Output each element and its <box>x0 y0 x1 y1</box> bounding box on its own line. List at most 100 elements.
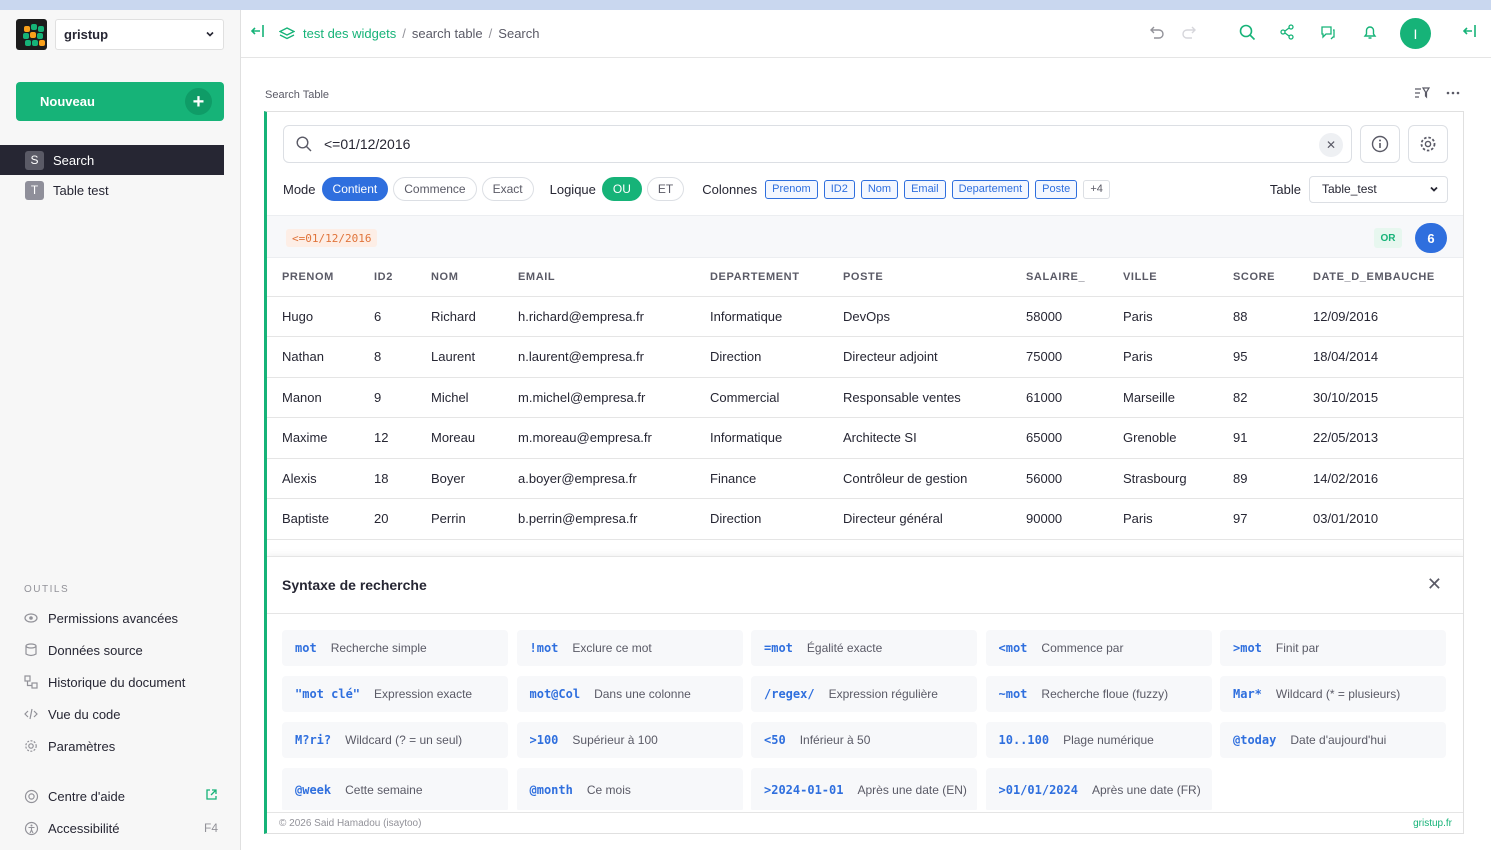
table-cell[interactable]: Perrin <box>431 498 518 540</box>
table-cell[interactable]: 20 <box>374 498 431 540</box>
syntax-item[interactable]: 10..100 Plage numérique <box>985 722 1212 758</box>
column-header[interactable]: ID2 <box>374 258 431 297</box>
accessibility-link[interactable]: Accessibilité F4 <box>22 820 218 836</box>
table-cell[interactable]: m.moreau@empresa.fr <box>518 417 710 459</box>
close-icon[interactable]: ✕ <box>1426 574 1442 594</box>
table-cell[interactable]: 56000 <box>1026 458 1123 499</box>
column-header[interactable]: DATE_D_EMBAUCHE <box>1313 258 1463 297</box>
table-cell[interactable]: a.boyer@empresa.fr <box>518 458 710 499</box>
column-header[interactable]: SCORE <box>1233 258 1313 297</box>
table-cell[interactable]: 14/02/2016 <box>1313 458 1463 499</box>
table-cell[interactable]: Grenoble <box>1123 417 1233 459</box>
table-cell[interactable]: 90000 <box>1026 498 1123 540</box>
table-cell[interactable]: Commercial <box>710 377 843 418</box>
table-row[interactable]: Alexis 18 Boyer a.boyer@empresa.fr Finance Co… <box>267 458 1463 499</box>
table-cell[interactable]: Boyer <box>431 458 518 499</box>
table-cell[interactable]: Informatique <box>710 296 843 337</box>
syntax-item[interactable]: <50 Inférieur à 50 <box>751 722 977 758</box>
table-cell[interactable]: 18 <box>374 458 431 499</box>
org-switcher[interactable]: gristup <box>16 18 224 50</box>
table-cell[interactable]: Directeur général <box>843 498 1026 540</box>
clear-search-icon[interactable]: ✕ <box>1319 133 1343 157</box>
avatar[interactable]: I <box>1400 18 1431 49</box>
syntax-item[interactable]: =mot Égalité exacte <box>751 630 977 666</box>
undo-icon[interactable] <box>1148 24 1165 45</box>
sort-filter-icon[interactable] <box>1414 86 1431 103</box>
table-cell[interactable]: Marseille <box>1123 377 1233 418</box>
table-cell[interactable]: 8 <box>374 336 431 378</box>
table-cell[interactable]: Alexis <box>267 458 374 499</box>
search-input[interactable]: <=01/12/2016 <box>324 136 411 152</box>
column-header[interactable]: EMAIL <box>518 258 710 297</box>
column-tag[interactable]: ID2 <box>823 179 855 199</box>
table-cell[interactable]: 03/01/2010 <box>1313 498 1463 540</box>
table-cell[interactable]: Manon <box>267 377 374 418</box>
syntax-item[interactable]: Mar* Wildcard (* = plusieurs) <box>1220 676 1446 712</box>
table-cell[interactable]: 91 <box>1233 417 1313 459</box>
table-cell[interactable]: Maxime <box>267 417 374 459</box>
syntax-item[interactable]: /regex/Expression régulière <box>751 676 977 712</box>
syntax-item[interactable]: "mot clé" Expression exacte <box>282 676 508 712</box>
table-cell[interactable]: n.laurent@empresa.fr <box>518 336 710 378</box>
table-cell[interactable]: Contrôleur de gestion <box>843 458 1026 499</box>
table-cell[interactable]: Hugo <box>267 296 374 337</box>
syntax-item[interactable]: ~mot Recherche floue (fuzzy) <box>985 676 1212 712</box>
table-cell[interactable]: DevOps <box>843 296 1026 337</box>
table-cell[interactable]: 97 <box>1233 498 1313 540</box>
column-tag[interactable]: Departement <box>951 179 1030 199</box>
table-row[interactable]: Maxime 12 Moreau m.moreau@empresa.fr Informa… <box>267 417 1463 459</box>
syntax-item[interactable]: >2024-01-01 Après une date (EN) <box>751 768 977 810</box>
mode-exact-button[interactable]: Exact <box>481 177 534 201</box>
table-cell[interactable]: Paris <box>1123 498 1233 540</box>
settings-button[interactable] <box>1408 125 1448 163</box>
org-select[interactable]: gristup <box>55 18 224 50</box>
search-icon[interactable] <box>1239 24 1256 45</box>
crumb-page[interactable]: Search <box>498 26 540 41</box>
table-cell[interactable]: Strasbourg <box>1123 458 1233 499</box>
table-cell[interactable]: 58000 <box>1026 296 1123 337</box>
table-cell[interactable]: 9 <box>374 377 431 418</box>
logic-ou-button[interactable]: OU <box>601 177 642 201</box>
table-cell[interactable]: 12 <box>374 417 431 459</box>
columns-more-button[interactable]: +4 <box>1083 179 1110 199</box>
page-item-search[interactable]: S Search <box>0 145 224 175</box>
syntax-item[interactable]: M?ri? Wildcard (? = un seul) <box>282 722 508 758</box>
collapse-left-panel-icon[interactable] <box>250 24 265 42</box>
help-center-link[interactable]: Centre d'aide <box>22 788 218 804</box>
column-header[interactable]: POSTE <box>843 258 1026 297</box>
syntax-item[interactable]: <mot Commence par <box>985 630 1212 666</box>
table-cell[interactable]: 18/04/2014 <box>1313 336 1463 378</box>
table-cell[interactable]: 6 <box>374 296 431 337</box>
column-tag[interactable]: Nom <box>860 179 899 199</box>
search-input-box[interactable]: <=01/12/2016 ✕ <box>283 125 1352 163</box>
table-cell[interactable]: Finance <box>710 458 843 499</box>
table-cell[interactable]: 88 <box>1233 296 1313 337</box>
table-cell[interactable]: 75000 <box>1026 336 1123 378</box>
table-cell[interactable]: 61000 <box>1026 377 1123 418</box>
column-tag[interactable]: Poste <box>1035 179 1078 199</box>
table-cell[interactable]: Paris <box>1123 296 1233 337</box>
tool-settings[interactable]: Paramètres <box>22 738 218 754</box>
more-options-icon[interactable] <box>1446 86 1460 103</box>
syntax-item[interactable]: !mot Exclure ce mot <box>516 630 743 666</box>
table-cell[interactable]: Nathan <box>267 336 374 378</box>
table-cell[interactable]: m.michel@empresa.fr <box>518 377 710 418</box>
tool-code-view[interactable]: Vue du code <box>22 706 218 722</box>
info-button[interactable] <box>1360 125 1400 163</box>
syntax-item[interactable]: >100 Supérieur à 100 <box>516 722 743 758</box>
table-row[interactable]: Manon 9 Michel m.michel@empresa.fr Commercia… <box>267 377 1463 418</box>
table-cell[interactable]: 12/09/2016 <box>1313 296 1463 337</box>
table-cell[interactable]: h.richard@empresa.fr <box>518 296 710 337</box>
table-cell[interactable]: Baptiste <box>267 498 374 540</box>
redo-icon[interactable] <box>1181 24 1198 45</box>
table-cell[interactable]: Laurent <box>431 336 518 378</box>
column-header[interactable]: PRENOM <box>267 258 374 297</box>
logic-et-button[interactable]: ET <box>646 177 685 201</box>
page-item-table-test[interactable]: T Table test <box>0 175 224 205</box>
widget-title[interactable]: Search Table <box>265 89 330 101</box>
table-cell[interactable]: Direction <box>710 498 843 540</box>
bell-icon[interactable] <box>1362 24 1378 44</box>
filter-tag[interactable]: <=01/12/2016 <box>286 229 378 247</box>
crumb-section[interactable]: search table <box>411 26 483 41</box>
table-cell[interactable]: Informatique <box>710 417 843 459</box>
